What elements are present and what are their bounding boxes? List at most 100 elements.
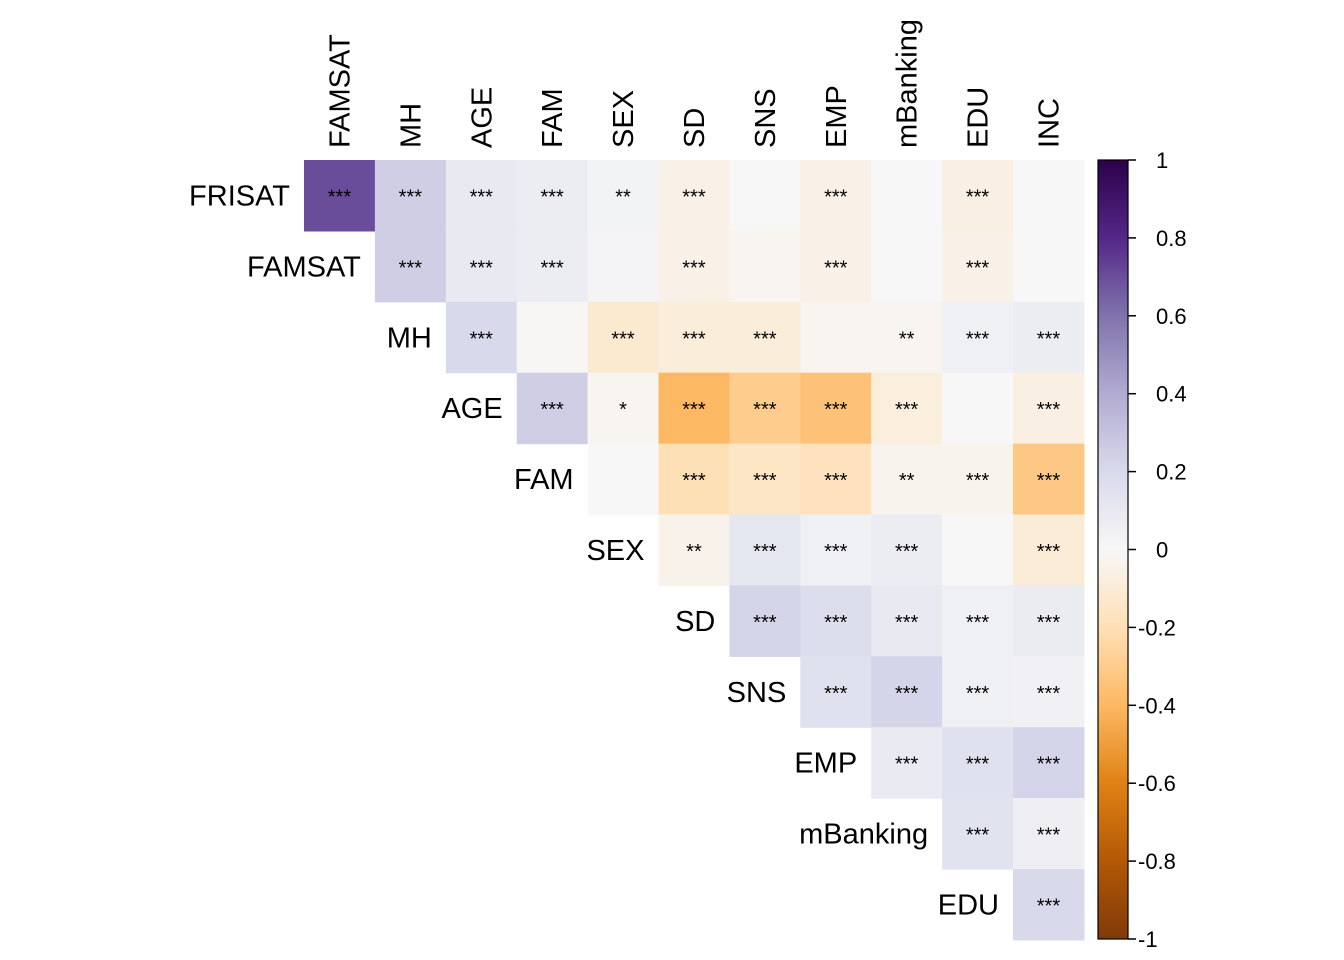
significance-marker: *** xyxy=(966,683,990,705)
significance-marker: ** xyxy=(686,541,702,563)
colorbar-legend: 1 0.8 0.6 0.4 0.2 0 -0.2 -0.4 -0.6 -0.8 -1 xyxy=(1097,148,1187,952)
column-label: SEX xyxy=(608,90,640,148)
row-label: FAMSAT xyxy=(247,251,361,283)
heatmap-cell-MH-AGE xyxy=(445,301,518,374)
heatmap-cell-FAM-EMP xyxy=(800,443,872,516)
significance-marker: *** xyxy=(611,328,635,350)
colorbar-tick-label: -0.6 xyxy=(1138,771,1176,796)
significance-marker: *** xyxy=(824,399,848,421)
colorbar-tick-label: -0.4 xyxy=(1138,693,1176,718)
column-label: EMP xyxy=(821,85,853,148)
heatmap-cell-MH-FAM xyxy=(516,301,589,374)
column-label: SNS xyxy=(750,88,782,148)
significance-marker: *** xyxy=(1037,683,1061,705)
significance-marker: *** xyxy=(1037,754,1061,776)
significance-marker: *** xyxy=(1037,895,1061,917)
colorbar-tick-label: 0.2 xyxy=(1156,460,1187,485)
significance-marker: *** xyxy=(753,541,777,563)
significance-marker: *** xyxy=(824,541,848,563)
heatmap-cell-SEX-INC xyxy=(1013,514,1085,586)
row-label: AGE xyxy=(441,393,502,425)
heatmap-cell-SNS-mBanking xyxy=(871,656,943,728)
heatmap-cell-FAMSAT-SD xyxy=(658,230,730,303)
column-label: mBanking xyxy=(892,19,924,148)
significance-marker: *** xyxy=(1037,470,1061,492)
heatmap-cell-FRISAT-INC xyxy=(1013,160,1085,232)
significance-marker: *** xyxy=(895,612,919,634)
heatmap-cell-FAMSAT-EDU xyxy=(942,230,1014,303)
colorbar-tick-label: 0.6 xyxy=(1156,304,1187,329)
significance-marker: *** xyxy=(966,754,990,776)
heatmap-cell-FRISAT-EMP xyxy=(800,160,872,232)
column-labels: FAMSAT MH AGE FAM SEX SD SNS EMP mBanking EDU INC xyxy=(324,19,1065,148)
column-label: EDU xyxy=(963,87,995,148)
heatmap-cell-MH-INC xyxy=(1013,301,1085,374)
heatmap-cell-EDU-INC xyxy=(1013,869,1085,941)
heatmap-cell-FAM-mBanking xyxy=(871,443,943,516)
heatmap-cell-FAM-SD xyxy=(658,443,730,516)
heatmap-cell-FAMSAT-mBanking xyxy=(871,230,943,303)
heatmap-cell-FAMSAT-FAM xyxy=(516,230,589,303)
heatmap-cell-FRISAT-EDU xyxy=(942,160,1014,232)
heatmap-cell-AGE-SNS xyxy=(729,372,801,445)
significance-marker: *** xyxy=(682,257,706,279)
heatmap-cell-FAMSAT-AGE xyxy=(445,230,518,303)
heatmap-cell-SD-mBanking xyxy=(871,585,943,657)
column-label: INC xyxy=(1033,98,1065,148)
significance-marker: *** xyxy=(540,257,564,279)
row-label: SNS xyxy=(727,677,787,709)
heatmap-cell-FRISAT-SD xyxy=(658,160,730,232)
significance-marker: *** xyxy=(399,186,423,208)
heatmap-cell-FRISAT-AGE xyxy=(445,160,518,232)
significance-marker: *** xyxy=(682,399,706,421)
significance-marker: ** xyxy=(899,328,915,350)
colorbar-tick-label: -1 xyxy=(1138,927,1158,952)
row-label: FAM xyxy=(514,464,574,496)
heatmap-cell-SNS-EDU xyxy=(942,656,1014,728)
heatmap-cell-SNS-EMP xyxy=(800,656,872,728)
significance-marker: *** xyxy=(540,399,564,421)
row-label: mBanking xyxy=(799,819,928,851)
heatmap-cell-FAMSAT-SEX xyxy=(587,230,660,303)
significance-marker: *** xyxy=(540,186,564,208)
colorbar-tick-label: -0.8 xyxy=(1138,849,1176,874)
heatmap-cell-EMP-INC xyxy=(1013,727,1085,799)
significance-marker: *** xyxy=(399,257,423,279)
heatmap-cell-mBanking-EDU xyxy=(942,798,1014,870)
significance-marker: *** xyxy=(824,186,848,208)
row-label: MH xyxy=(387,322,432,354)
significance-marker: *** xyxy=(682,328,706,350)
significance-marker: *** xyxy=(895,541,919,563)
heatmap-cell-FRISAT-FAMSAT xyxy=(304,160,376,232)
significance-marker: *** xyxy=(753,328,777,350)
row-label: SD xyxy=(675,606,715,638)
significance-marker: *** xyxy=(895,399,919,421)
heatmap-cell-SEX-SNS xyxy=(729,514,801,586)
colorbar-tick-label: 0.4 xyxy=(1156,382,1187,407)
significance-marker: ** xyxy=(899,470,915,492)
significance-marker: *** xyxy=(966,257,990,279)
heatmap-cell-FAMSAT-MH xyxy=(374,230,447,303)
heatmap-cell-AGE-SEX xyxy=(587,372,660,445)
significance-marker: *** xyxy=(682,470,706,492)
significance-marker: *** xyxy=(824,470,848,492)
heatmap-cell-FAM-SEX xyxy=(587,443,660,516)
significance-marker: *** xyxy=(824,683,848,705)
heatmap-cell-SD-SNS xyxy=(729,585,801,657)
heatmap-cell-MH-mBanking xyxy=(871,301,943,374)
row-label: FRISAT xyxy=(189,180,290,212)
significance-marker: *** xyxy=(1037,612,1061,634)
heatmap-cell-MH-SEX xyxy=(587,301,660,374)
significance-marker: *** xyxy=(966,825,990,847)
colorbar-tick-label: 0.8 xyxy=(1156,226,1187,251)
heatmap-cell-SEX-SD xyxy=(658,514,730,586)
significance-marker: *** xyxy=(824,257,848,279)
colorbar-tick-label: 1 xyxy=(1156,148,1168,173)
significance-marker: *** xyxy=(895,754,919,776)
heatmap-cell-AGE-SD xyxy=(658,372,730,445)
significance-marker: *** xyxy=(753,399,777,421)
heatmap-cell-SD-INC xyxy=(1013,585,1085,657)
significance-marker: *** xyxy=(470,257,494,279)
heatmap-cell-AGE-EMP xyxy=(800,372,872,445)
